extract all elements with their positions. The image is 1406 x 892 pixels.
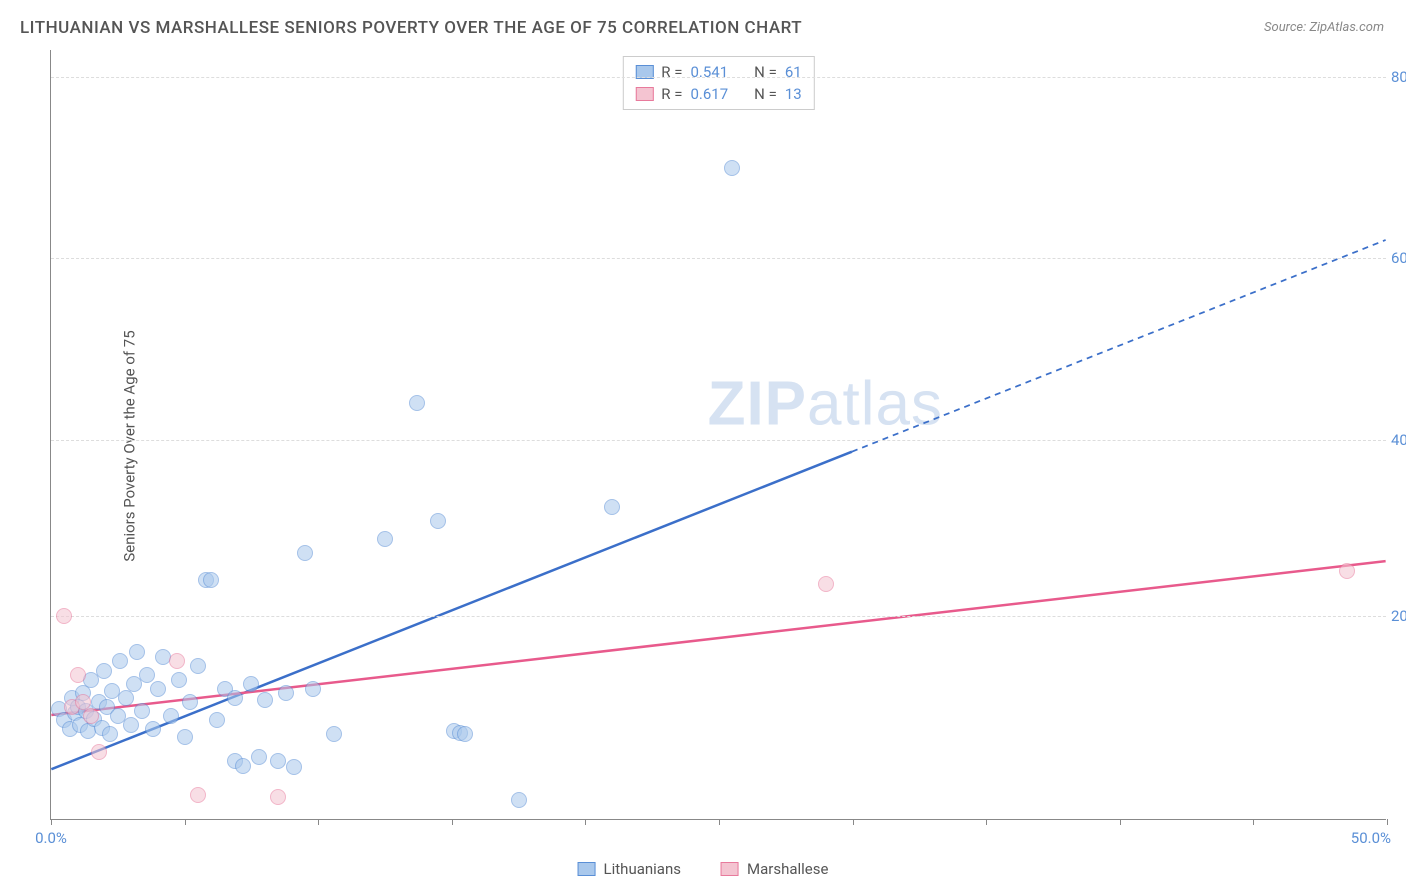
source-attribution: Source: ZipAtlas.com: [1264, 20, 1384, 35]
n-label: N =: [754, 85, 777, 103]
data-point: [139, 667, 155, 683]
x-tick: [986, 819, 987, 825]
data-point: [227, 690, 243, 706]
data-point: [145, 721, 161, 737]
data-point: [182, 694, 198, 710]
data-point: [511, 792, 527, 808]
r-label: R =: [661, 63, 682, 81]
gridline: [51, 616, 1386, 617]
data-point: [102, 726, 118, 742]
data-point: [278, 685, 294, 701]
legend-item-lithuanians: Lithuanians: [578, 860, 681, 878]
x-tick: [318, 819, 319, 825]
legend-item-marshallese: Marshallese: [721, 860, 828, 878]
data-point: [377, 531, 393, 547]
n-value-marshallese: 13: [785, 85, 802, 103]
data-point: [134, 703, 150, 719]
data-point: [818, 576, 834, 592]
data-point: [235, 758, 251, 774]
r-label: R =: [661, 85, 682, 103]
x-tick: [452, 819, 453, 825]
data-point: [190, 658, 206, 674]
x-tick: [719, 819, 720, 825]
r-value-marshallese: 0.617: [690, 85, 728, 103]
n-label: N =: [754, 63, 777, 81]
x-tick-label: 0.0%: [35, 829, 67, 847]
data-point: [163, 708, 179, 724]
watermark-zip: ZIP: [708, 369, 807, 438]
x-tick: [1120, 819, 1121, 825]
chart-title: LITHUANIAN VS MARSHALLESE SENIORS POVERT…: [20, 18, 802, 38]
x-tick: [853, 819, 854, 825]
watermark-atlas: atlas: [807, 369, 943, 438]
data-point: [96, 663, 112, 679]
data-point: [430, 513, 446, 529]
x-tick: [585, 819, 586, 825]
data-point: [56, 608, 72, 624]
regression-line-dashed: [852, 240, 1386, 452]
legend-label-lithuanians: Lithuanians: [604, 860, 681, 878]
data-point: [70, 667, 86, 683]
data-point: [297, 545, 313, 561]
bottom-legend: Lithuanians Marshallese: [578, 860, 829, 878]
data-point: [305, 681, 321, 697]
data-point: [409, 395, 425, 411]
data-point: [129, 644, 145, 660]
source-label: Source:: [1264, 20, 1309, 35]
y-tick-label: 60.0%: [1391, 249, 1406, 267]
gridline: [51, 440, 1386, 441]
data-point: [190, 787, 206, 803]
data-point: [270, 753, 286, 769]
plot-area: ZIPatlas R = 0.541 N = 61 R = 0.617 N = …: [50, 50, 1386, 820]
swatch-marshallese: [635, 87, 653, 101]
data-point: [91, 744, 107, 760]
data-point: [209, 712, 225, 728]
y-tick-label: 80.0%: [1391, 68, 1406, 86]
data-point: [270, 789, 286, 805]
y-tick-label: 20.0%: [1391, 607, 1406, 625]
data-point: [286, 759, 302, 775]
data-point: [169, 653, 185, 669]
legend-swatch-marshallese: [721, 862, 739, 876]
gridline: [51, 258, 1386, 259]
data-point: [251, 749, 267, 765]
r-value-lithuanians: 0.541: [690, 63, 728, 81]
data-point: [326, 726, 342, 742]
gridline: [51, 77, 1386, 78]
data-point: [724, 160, 740, 176]
regression-lines-svg: [51, 50, 1386, 819]
data-point: [177, 729, 193, 745]
data-point: [118, 690, 134, 706]
legend-label-marshallese: Marshallese: [747, 860, 828, 878]
stats-legend-box: R = 0.541 N = 61 R = 0.617 N = 13: [622, 56, 814, 110]
x-tick: [1253, 819, 1254, 825]
data-point: [83, 708, 99, 724]
data-point: [123, 717, 139, 733]
data-point: [203, 572, 219, 588]
source-site: ZipAtlas.com: [1309, 20, 1384, 35]
x-tick: [51, 819, 52, 825]
data-point: [457, 726, 473, 742]
x-tick-label: 50.0%: [1351, 829, 1391, 847]
x-tick: [185, 819, 186, 825]
stats-row-lithuanians: R = 0.541 N = 61: [635, 61, 801, 83]
data-point: [112, 653, 128, 669]
watermark: ZIPatlas: [708, 368, 943, 439]
chart-container: LITHUANIAN VS MARSHALLESE SENIORS POVERT…: [0, 0, 1406, 892]
legend-swatch-lithuanians: [578, 862, 596, 876]
n-value-lithuanians: 61: [785, 63, 802, 81]
x-tick: [1387, 819, 1388, 825]
data-point: [257, 692, 273, 708]
y-tick-label: 40.0%: [1391, 431, 1406, 449]
data-point: [243, 676, 259, 692]
stats-row-marshallese: R = 0.617 N = 13: [635, 83, 801, 105]
data-point: [171, 672, 187, 688]
data-point: [1339, 563, 1355, 579]
data-point: [604, 499, 620, 515]
data-point: [150, 681, 166, 697]
